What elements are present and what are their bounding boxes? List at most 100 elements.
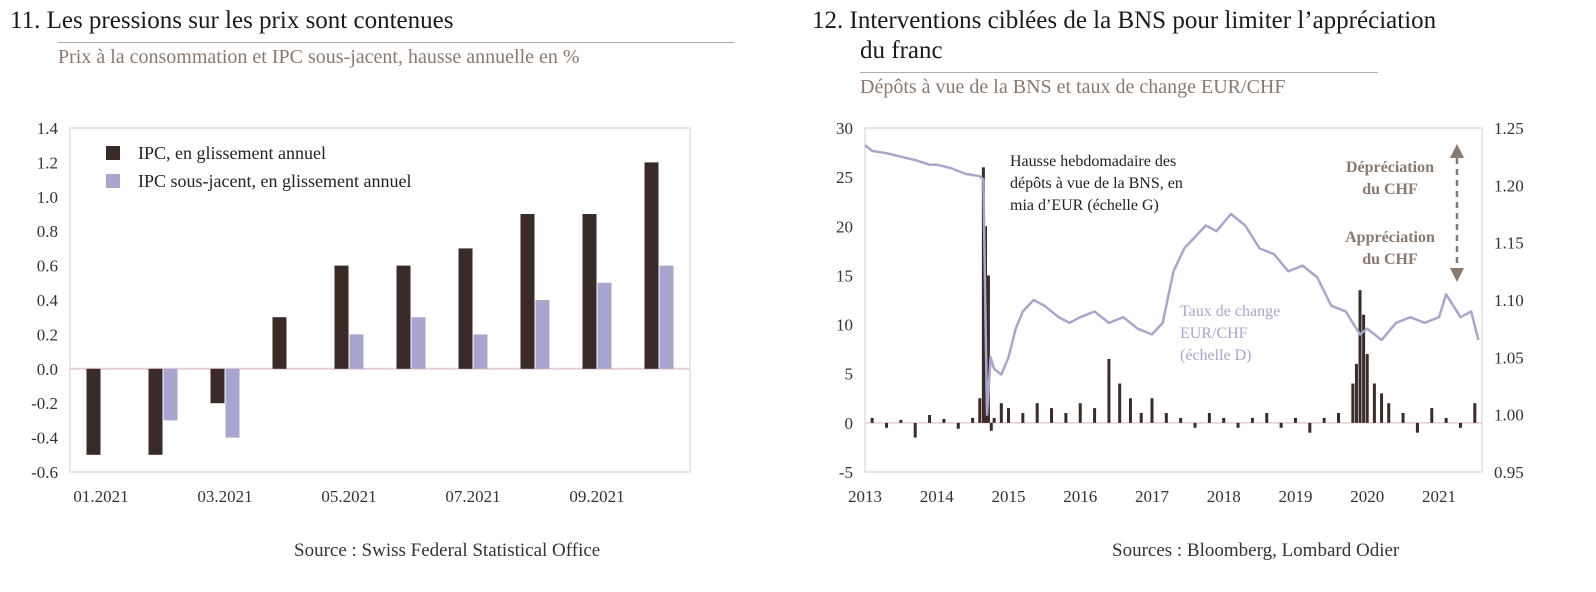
y-tick-label: 0.8 (37, 222, 58, 241)
y-left-tick-label: -5 (839, 463, 853, 482)
right-chart-title-line2: du franc (860, 37, 943, 64)
y-right-tick-label: 1.15 (1494, 234, 1524, 253)
y-right-tick-label: 1.00 (1494, 406, 1524, 425)
left-chart-title: 11. Les pressions sur les prix sont cont… (10, 6, 453, 36)
bar-ipc (458, 248, 473, 369)
bar-ipc-core (535, 300, 550, 369)
y-tick-label: 0.0 (37, 360, 58, 379)
x-tick-label: 2013 (848, 487, 882, 506)
y-tick-label: -0.4 (31, 429, 58, 448)
x-tick-label: 07.2021 (445, 487, 500, 506)
deposit-bar (1358, 290, 1362, 423)
x-tick-label: 03.2021 (197, 487, 252, 506)
y-tick-label: 0.2 (37, 325, 58, 344)
x-tick-label: 2019 (1278, 487, 1312, 506)
deposit-bar (913, 422, 917, 438)
deposit-bar (1236, 422, 1240, 428)
right-chart-number: 12. (812, 7, 844, 34)
bar-ipc (86, 368, 101, 455)
deposit-bar (1473, 403, 1477, 423)
deposit-bar (1150, 398, 1154, 423)
y-left-tick-label: 15 (836, 266, 853, 285)
deposit-bar (1128, 398, 1132, 423)
deposit-bar (1279, 422, 1283, 428)
deposit-bar (1050, 408, 1054, 423)
bar-ipc-core (597, 282, 612, 369)
legend: IPC, en glissement annuel IPC sous-jacent… (106, 143, 411, 191)
deposit-bar (1035, 403, 1039, 423)
deposit-bar (956, 422, 960, 429)
deposit-bar (1078, 403, 1082, 423)
bar-ipc (582, 214, 597, 369)
y-right-tick-label: 1.10 (1494, 291, 1524, 310)
left-chart-number: 11. (10, 7, 41, 34)
deposit-bar (1322, 417, 1326, 423)
deposit-bar (1222, 417, 1226, 423)
x-tick-label: 2017 (1135, 487, 1170, 506)
bar-ipc-core (225, 368, 240, 438)
deposit-bar (1401, 413, 1405, 423)
y-tick-label: 1.4 (37, 119, 59, 138)
deposit-bar (978, 398, 982, 423)
x-tick-label: 2020 (1350, 487, 1384, 506)
deposit-bar (1107, 358, 1111, 423)
bar-ipc-core (349, 334, 364, 369)
plot-frame (69, 127, 691, 473)
y-left-tick-label: 30 (836, 119, 853, 138)
left-title-rule (58, 42, 734, 43)
deposit-bar (1093, 408, 1097, 423)
deposit-bar (1415, 422, 1419, 433)
deposit-bar (1380, 393, 1384, 423)
depreciation-label: Dépréciation (1346, 159, 1434, 176)
deposit-bar (1365, 354, 1369, 423)
right-source: Sources : Bloomberg, Lombard Odier (1112, 540, 1400, 561)
appreciation-label: du CHF (1362, 251, 1418, 268)
deposit-bar (981, 167, 985, 423)
deposit-bar (986, 275, 990, 423)
legend-swatch (106, 174, 120, 188)
x-tick-label: 01.2021 (73, 487, 128, 506)
deposit-bar (1337, 413, 1341, 423)
deposits-annotation: Hausse hebdomadaire des (1010, 153, 1176, 170)
deposit-bar (885, 422, 889, 428)
deposit-bar (1064, 413, 1068, 423)
deposit-bar (1265, 413, 1269, 423)
right-chart-title: 12. Interventions ciblées de la BNS pour… (812, 6, 1572, 66)
deposit-bar (1118, 383, 1122, 423)
deposit-bar (1458, 422, 1462, 428)
appreciation-label: Appréciation (1345, 229, 1435, 246)
depreciation-label: du CHF (1362, 181, 1418, 198)
arrow-down-icon (1450, 268, 1464, 282)
right-chart-title-line1: Interventions ciblées de la BNS pour lim… (849, 7, 1437, 34)
y-tick-label: 0.4 (37, 291, 59, 310)
deposit-bar (989, 422, 993, 431)
left-chart-title-text: Les pressions sur les prix sont contenue… (46, 7, 454, 34)
bar-ipc-core (659, 265, 674, 369)
legend-swatch (106, 146, 120, 160)
deposit-bar (1193, 422, 1197, 428)
deposit-bar (1351, 383, 1355, 423)
plot-frame (864, 127, 1483, 473)
deposit-bar (942, 418, 946, 423)
right-title-rule (860, 72, 1378, 73)
x-tick-label: 05.2021 (321, 487, 376, 506)
x-tick-label: 2021 (1422, 487, 1456, 506)
fx-annotation: Taux de change (1180, 303, 1280, 320)
y-tick-label: -0.6 (31, 463, 58, 482)
fx-annotation: EUR/CHF (1180, 325, 1248, 342)
right-chart-subtitle: Dépôts à vue de la BNS et taux de change… (860, 76, 1286, 98)
bar-ipc (148, 368, 163, 455)
bar-ipc (210, 368, 225, 404)
bar-ipc (396, 265, 411, 369)
deposit-bar (928, 414, 932, 423)
y-tick-label: -0.2 (31, 394, 58, 413)
arrow-up-icon (1450, 144, 1464, 158)
x-tick-label: 2016 (1063, 487, 1097, 506)
deposits-annotation: mia d’EUR (échelle G) (1010, 197, 1159, 214)
fx-annotation: (échelle D) (1180, 347, 1252, 364)
bar-ipc (334, 265, 349, 369)
deposit-bar (1308, 422, 1312, 433)
y-tick-label: 1.0 (37, 188, 58, 207)
deposit-bar (1293, 417, 1297, 423)
y-right-tick-label: 0.95 (1494, 463, 1524, 482)
